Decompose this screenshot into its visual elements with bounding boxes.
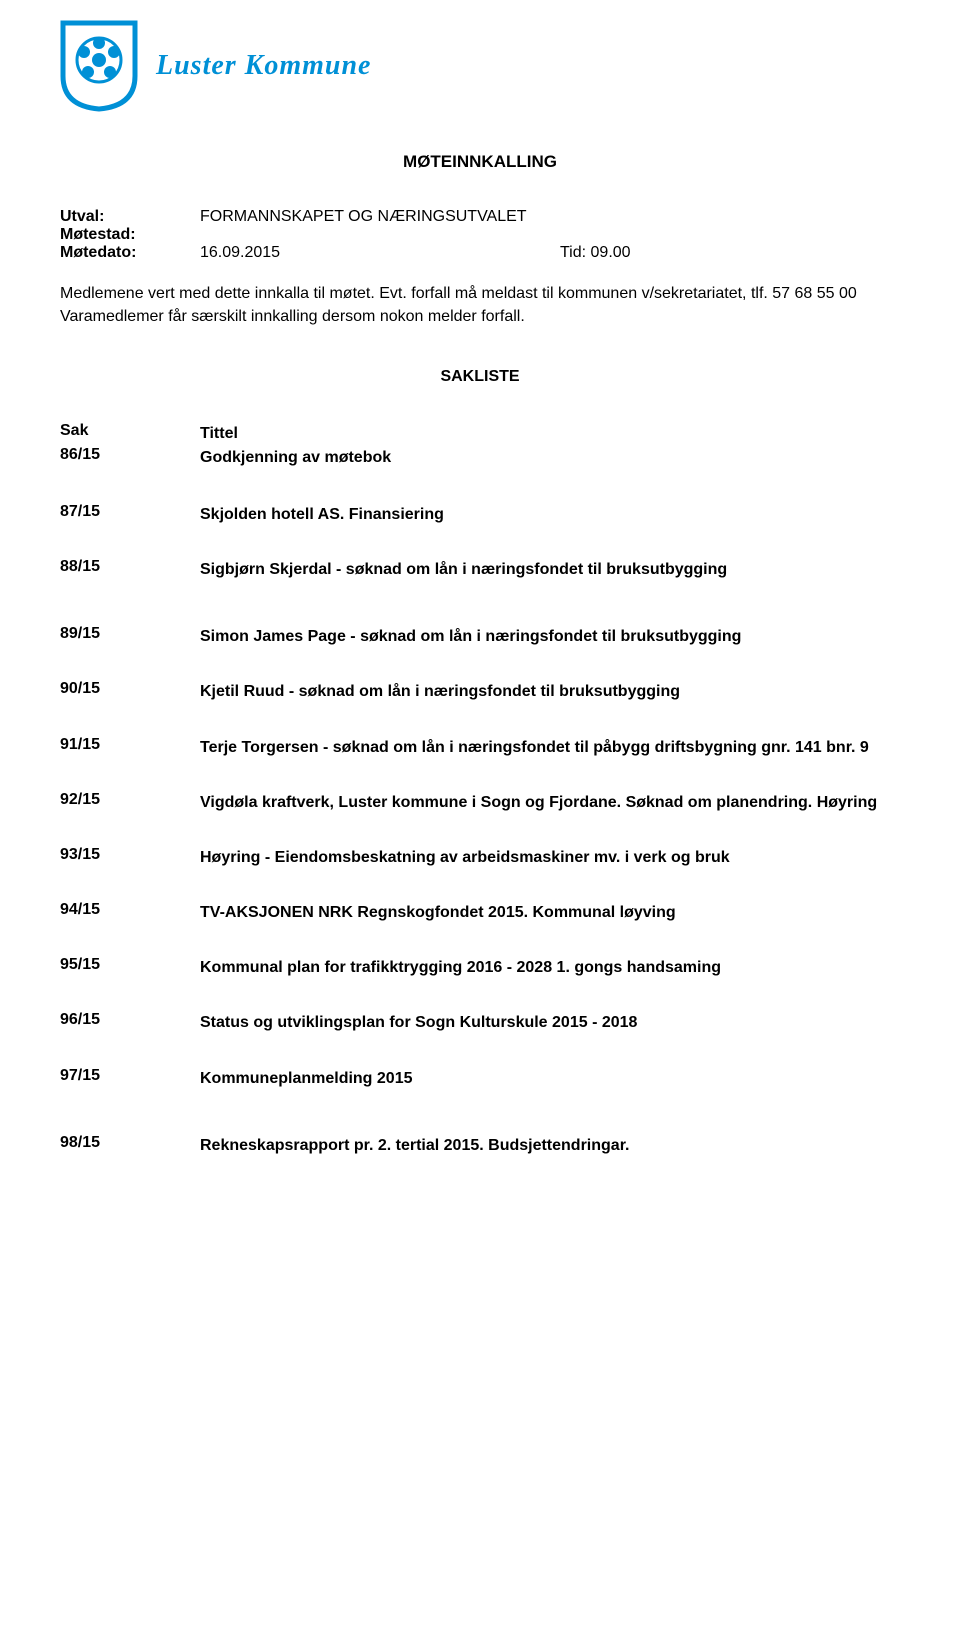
sak-row: 97/15 Kommuneplanmelding 2015	[60, 1067, 900, 1090]
sak-title: Rekneskapsrapport pr. 2. tertial 2015. B…	[200, 1134, 900, 1157]
sak-title: Simon James Page - søknad om lån i nærin…	[200, 625, 900, 648]
sak-row: 96/15 Status og utviklingsplan for Sogn …	[60, 1011, 900, 1034]
meta-row-utval: Utval: FORMANNSKAPET OG NÆRINGSUTVALET	[60, 208, 900, 226]
meta-label-motedato: Møtedato:	[60, 244, 200, 262]
sak-title: TV-AKSJONEN NRK Regnskogfondet 2015. Kom…	[200, 901, 900, 924]
sak-num: 91/15	[60, 736, 200, 759]
sak-title: Kommuneplanmelding 2015	[200, 1067, 900, 1090]
meta-label-motestad: Møtestad:	[60, 226, 200, 244]
sak-num: 93/15	[60, 846, 200, 869]
meta-label-tid: Tid: 09.00	[560, 244, 631, 262]
sak-row: 95/15 Kommunal plan for trafikktrygging …	[60, 956, 900, 979]
sak-row: 94/15 TV-AKSJONEN NRK Regnskogfondet 201…	[60, 901, 900, 924]
sak-num: 86/15	[60, 446, 200, 469]
sak-header-title: Tittel	[200, 422, 900, 445]
sak-row: 89/15 Simon James Page - søknad om lån i…	[60, 625, 900, 648]
sak-row: 88/15 Sigbjørn Skjerdal - søknad om lån …	[60, 558, 900, 581]
sak-num: 92/15	[60, 791, 200, 814]
sak-title: Terje Torgersen - søknad om lån i næring…	[200, 736, 900, 759]
meeting-meta: Utval: FORMANNSKAPET OG NÆRINGSUTVALET M…	[60, 208, 900, 262]
sak-num: 94/15	[60, 901, 200, 924]
sak-title: Status og utviklingsplan for Sogn Kultur…	[200, 1011, 900, 1034]
header: Luster Kommune	[60, 20, 900, 112]
meta-label-utval: Utval:	[60, 208, 200, 226]
sak-row: 92/15 Vigdøla kraftverk, Luster kommune …	[60, 791, 900, 814]
sak-title: Skjolden hotell AS. Finansiering	[200, 503, 900, 526]
sak-group-1: Sak Tittel 86/15 Godkjenning av møtebok	[60, 422, 900, 468]
sak-row: 90/15 Kjetil Ruud - søknad om lån i næri…	[60, 680, 900, 703]
meta-row-motedato: Møtedato: 16.09.2015 Tid: 09.00	[60, 244, 900, 262]
info-line-1: Medlemene vert med dette innkalla til mø…	[60, 285, 857, 302]
sak-row: 86/15 Godkjenning av møtebok	[60, 446, 900, 469]
sak-title: Kommunal plan for trafikktrygging 2016 -…	[200, 956, 900, 979]
meta-value-motedato: 16.09.2015	[200, 244, 560, 262]
sakliste-heading: SAKLISTE	[60, 368, 900, 386]
info-paragraph: Medlemene vert med dette innkalla til mø…	[60, 282, 900, 328]
sak-title: Kjetil Ruud - søknad om lån i næringsfon…	[200, 680, 900, 703]
sak-num: 89/15	[60, 625, 200, 648]
sak-header-num: Sak	[60, 422, 200, 445]
meta-row-motestad: Møtestad:	[60, 226, 900, 244]
sak-title: Vigdøla kraftverk, Luster kommune i Sogn…	[200, 791, 900, 814]
document-page: Luster Kommune MØTEINNKALLING Utval: FOR…	[0, 0, 960, 1229]
meta-value-utval: FORMANNSKAPET OG NÆRINGSUTVALET	[200, 208, 527, 226]
sak-num: 90/15	[60, 680, 200, 703]
sak-row: 98/15 Rekneskapsrapport pr. 2. tertial 2…	[60, 1134, 900, 1157]
sak-row: 93/15 Høyring - Eiendomsbeskatning av ar…	[60, 846, 900, 869]
sak-num: 96/15	[60, 1011, 200, 1034]
sak-title: Godkjenning av møtebok	[200, 446, 900, 469]
sak-num: 95/15	[60, 956, 200, 979]
sak-num: 98/15	[60, 1134, 200, 1157]
org-name: Luster Kommune	[156, 50, 371, 82]
sak-num: 97/15	[60, 1067, 200, 1090]
sak-row: 91/15 Terje Torgersen - søknad om lån i …	[60, 736, 900, 759]
info-line-2: Varamedlemer får særskilt innkalling der…	[60, 308, 525, 325]
document-title: MØTEINNKALLING	[60, 152, 900, 172]
sak-header-row: Sak Tittel	[60, 422, 900, 445]
municipality-logo	[60, 20, 138, 112]
sak-row: 87/15 Skjolden hotell AS. Finansiering	[60, 503, 900, 526]
sak-num: 88/15	[60, 558, 200, 581]
sak-title: Sigbjørn Skjerdal - søknad om lån i næri…	[200, 558, 900, 581]
sak-title: Høyring - Eiendomsbeskatning av arbeidsm…	[200, 846, 900, 869]
sak-num: 87/15	[60, 503, 200, 526]
